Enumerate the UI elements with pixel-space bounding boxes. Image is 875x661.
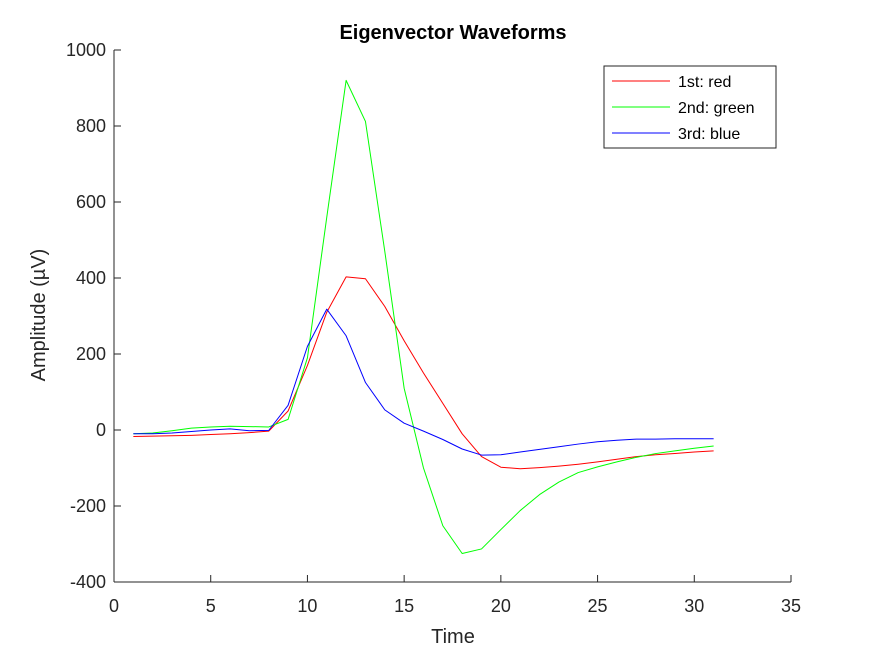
x-tick-label: 10	[297, 596, 317, 616]
y-tick-label: 400	[76, 268, 106, 288]
x-tick-label: 25	[588, 596, 608, 616]
y-tick-label: 0	[96, 420, 106, 440]
series-line	[133, 276, 714, 470]
series-line	[133, 79, 714, 554]
x-tick-label: 30	[684, 596, 704, 616]
x-tick-label: 0	[109, 596, 119, 616]
y-tick-label: 1000	[66, 40, 106, 60]
series-line	[133, 308, 714, 456]
x-tick-label: 5	[206, 596, 216, 616]
x-axis-label: Time	[431, 626, 475, 648]
y-tick-label: -200	[70, 496, 106, 516]
y-axis-label: Amplitude (µV)	[28, 249, 50, 382]
legend-entry: 2nd: green	[678, 100, 755, 117]
chart-title: Eigenvector Waveforms	[339, 22, 566, 44]
y-tick-label: 200	[76, 344, 106, 364]
y-tick-label: -400	[70, 572, 106, 592]
x-tick-label: 20	[491, 596, 511, 616]
legend-entry: 1st: red	[678, 74, 731, 91]
series-lines	[133, 79, 714, 554]
y-tick-label: 800	[76, 116, 106, 136]
x-tick-label: 15	[394, 596, 414, 616]
x-tick-label: 35	[781, 596, 801, 616]
y-tick-label: 600	[76, 192, 106, 212]
legend-entry: 3rd: blue	[678, 126, 740, 143]
axes: 0 5 10 15 20 25 30 35 -400 -200 0 200 400 600 800 1000	[66, 40, 801, 616]
legend: 1st: red 2nd: green 3rd: blue	[603, 65, 777, 149]
